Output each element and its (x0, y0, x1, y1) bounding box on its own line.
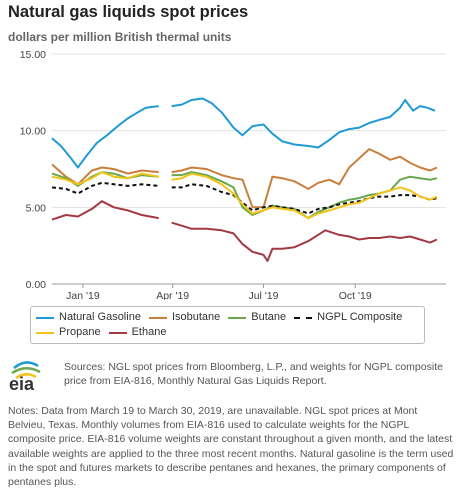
legend-label: Propane (59, 326, 101, 338)
legend-item: Propane (36, 325, 101, 340)
legend-row-1: Natural Gasoline Isobutane Butane NGPL Comp… (36, 310, 419, 325)
y-tick-label: 5.00 (26, 202, 47, 214)
legend-label: NGPL Composite (317, 311, 403, 323)
y-tick-label: 0.00 (26, 279, 47, 291)
y-tick-label: 15.00 (20, 49, 46, 61)
sources-note: Sources: NGL spot prices from Bloomberg,… (64, 361, 443, 387)
series-line-isobutane (51, 163, 159, 186)
legend-swatch (108, 331, 127, 334)
legend-item: Ethane (108, 325, 167, 340)
x-tick-label: Jul '19 (248, 290, 278, 300)
eia-logo-text: eia (9, 374, 35, 394)
eia-logo (11, 361, 41, 380)
legend-label: Ethane (131, 326, 167, 338)
legend-swatch (36, 331, 54, 334)
chart-subtitle: dollars per million British thermal unit… (8, 30, 232, 44)
legend-swatch (148, 316, 167, 319)
legend-label: Butane (251, 311, 287, 323)
x-axis-ticks: Jan '19 Apr '19 Jul '19 Oct '19 (66, 284, 372, 300)
notes-text: Notes: Data from March 19 to March 30, 2… (8, 405, 454, 489)
x-tick-label: Apr '19 (156, 290, 189, 300)
y-axis-ticks: 0.00 5.00 10.00 15.00 (20, 49, 46, 291)
legend-swatch (228, 316, 247, 319)
series-line-natural-gasoline (51, 105, 159, 169)
x-tick-label: Jan '19 (66, 290, 100, 300)
chart-title: Natural gas liquids spot prices (8, 3, 249, 21)
series-line-propane (51, 171, 159, 186)
legend-item: Natural Gasoline (36, 310, 141, 325)
legend-item: Butane (228, 310, 286, 325)
series-lines (51, 97, 438, 262)
series-line-isobutane (171, 148, 438, 209)
series-line-ethane (171, 221, 438, 262)
legend-swatch (294, 316, 313, 319)
series-line-natural-gasoline (171, 97, 436, 149)
y-tick-label: 10.00 (20, 126, 46, 138)
legend-row-2: Propane Ethane (36, 325, 419, 340)
chart-legend: Natural Gasoline Isobutane Butane NGPL Comp… (30, 306, 425, 344)
legend-label: Isobutane (171, 311, 221, 323)
x-tick-label: Oct '19 (339, 290, 372, 300)
legend-swatch (36, 316, 54, 319)
legend-label: Natural Gasoline (59, 311, 141, 323)
legend-item: Isobutane (148, 310, 221, 325)
legend-item: NGPL Composite (294, 310, 402, 325)
series-line-propane (171, 172, 438, 220)
line-chart: 0.00 5.00 10.00 15.00 Jan '19 Apr '19 Jul '19… (20, 49, 446, 300)
series-line-ngpl-composite (51, 181, 159, 195)
series-line-ethane (51, 200, 159, 221)
series-line-ngpl-composite (171, 183, 438, 215)
